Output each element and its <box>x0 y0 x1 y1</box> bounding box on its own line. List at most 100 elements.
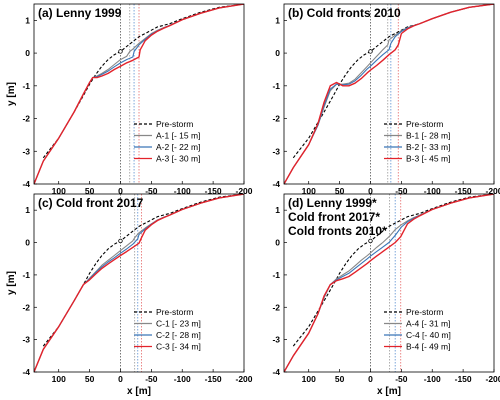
y-tick-label: -2 <box>22 114 30 124</box>
series-line-3 <box>34 194 244 372</box>
legend-entry: B-2 [- 33 m] <box>406 142 450 152</box>
plot-area <box>34 4 244 184</box>
x-tick-label: -50 <box>145 186 158 196</box>
x-axis-label: x [m] <box>127 386 151 397</box>
x-tick-label: 50 <box>335 186 345 196</box>
series-line-2 <box>284 4 494 184</box>
y-tick-label: -3 <box>22 146 30 156</box>
series-line-3 <box>284 4 494 184</box>
axes-frame <box>33 193 245 373</box>
legend-entry: B-1 [- 28 m] <box>406 131 450 141</box>
legend-entry: B-4 [- 49 m] <box>406 342 450 352</box>
plot-area <box>34 194 244 372</box>
series-line-0 <box>42 4 244 159</box>
y-tick-label: 0 <box>275 238 280 248</box>
x-tick-label: 100 <box>302 374 316 384</box>
y-tick-label: -1 <box>22 81 30 91</box>
legend-entry: A-2 [- 22 m] <box>156 142 200 152</box>
series-line-3 <box>284 194 494 372</box>
x-tick-label: 0 <box>118 374 123 384</box>
panel-title-line: (c) Cold front 2017 <box>38 196 144 210</box>
y-tick-label: -1 <box>272 270 280 280</box>
axes-frame <box>283 3 495 185</box>
x-tick-label: -100 <box>424 374 441 384</box>
legend-entry: B-3 [- 45 m] <box>406 154 450 164</box>
x-tick-label: -50 <box>395 374 408 384</box>
x-tick-label: -200 <box>485 374 500 384</box>
series-line-1 <box>284 4 494 184</box>
plot-area <box>284 4 494 184</box>
legend-entry: C-2 [- 28 m] <box>156 330 201 340</box>
y-tick-label: -4 <box>22 367 30 377</box>
x-tick-label: -150 <box>455 186 472 196</box>
panel-title-line: Cold fronts 2010* <box>288 224 387 238</box>
y-tick-label: -4 <box>272 367 280 377</box>
x-tick-label: -150 <box>455 374 472 384</box>
x-tick-label: -150 <box>205 374 222 384</box>
x-tick-label: -200 <box>485 186 500 196</box>
plot-area <box>284 194 494 372</box>
series-line-0 <box>292 4 494 159</box>
legend-entry: C-1 [- 23 m] <box>156 319 201 329</box>
origin-marker <box>118 238 123 244</box>
legend-entry: A-4 [- 31 m] <box>406 319 450 329</box>
x-tick-label: -100 <box>424 186 441 196</box>
panel-4: 100 50 0 -50 -100 -150 -200 1 0 -1 -2 -3 -4 x [m] (d) … <box>272 193 500 397</box>
y-tick-label: -2 <box>22 302 30 312</box>
y-tick-label: -4 <box>22 179 30 189</box>
y-tick-label: -2 <box>272 114 280 124</box>
x-tick-label: -150 <box>205 186 222 196</box>
legend-entry: C-4 [- 40 m] <box>406 330 451 340</box>
panel-1: 100 50 0 -50 -100 -150 -200 1 0 -1 -2 -3 -4 y [m] (a) … <box>6 3 253 196</box>
legend-entry: Pre-storm <box>156 119 193 129</box>
x-tick-label: -200 <box>235 186 252 196</box>
legend-entry: A-1 [- 15 m] <box>156 131 200 141</box>
y-tick-label: -2 <box>272 302 280 312</box>
y-tick-label: 1 <box>275 15 280 25</box>
panel-title-line: (d) Lenny 1999* <box>288 196 377 210</box>
axes-frame <box>33 3 245 185</box>
panel-title-line: (a) Lenny 1999 <box>38 6 122 20</box>
x-tick-label: -50 <box>145 374 158 384</box>
y-tick-label: 1 <box>275 205 280 215</box>
y-tick-label: 1 <box>25 205 30 215</box>
x-tick-label: 100 <box>52 374 66 384</box>
y-tick-label: 0 <box>275 48 280 58</box>
panel-3: 100 50 0 -50 -100 -150 -200 1 0 -1 -2 -3 -4 y [m] x [m… <box>6 193 253 397</box>
legend-entry: Pre-storm <box>406 119 443 129</box>
origin-marker <box>368 238 373 244</box>
legend-entry: A-3 [- 30 m] <box>156 154 200 164</box>
y-tick-label: -3 <box>272 146 280 156</box>
y-axis-label: y [m] <box>6 82 17 106</box>
x-tick-label: 100 <box>52 186 66 196</box>
x-tick-label: 0 <box>368 374 373 384</box>
series-line-0 <box>42 194 244 347</box>
x-axis-label: x [m] <box>377 386 401 397</box>
panel-title-line: (b) Cold fronts 2010 <box>288 6 401 20</box>
x-tick-label: -100 <box>174 374 191 384</box>
x-tick-label: -200 <box>235 374 252 384</box>
x-tick-label: -50 <box>395 186 408 196</box>
y-tick-label: -4 <box>272 179 280 189</box>
x-tick-label: 50 <box>335 374 345 384</box>
y-tick-label: -3 <box>272 335 280 345</box>
x-tick-label: 50 <box>85 186 95 196</box>
series-line-1 <box>34 194 244 372</box>
y-axis-label: y [m] <box>6 271 17 295</box>
panel-title-line: Cold front 2017* <box>288 210 380 224</box>
x-tick-label: 50 <box>85 374 95 384</box>
y-tick-label: -1 <box>272 81 280 91</box>
y-tick-label: 0 <box>25 238 30 248</box>
y-tick-label: 0 <box>25 48 30 58</box>
origin-marker <box>118 49 123 54</box>
series-line-2 <box>34 194 244 372</box>
x-tick-label: -100 <box>174 186 191 196</box>
series-line-3 <box>34 4 244 184</box>
origin-marker <box>368 49 373 54</box>
x-tick-label: 0 <box>118 186 123 196</box>
axes-frame <box>283 193 495 373</box>
legend-entry: Pre-storm <box>156 307 193 317</box>
legend-entry: C-3 [- 34 m] <box>156 342 201 352</box>
y-tick-label: -1 <box>22 270 30 280</box>
